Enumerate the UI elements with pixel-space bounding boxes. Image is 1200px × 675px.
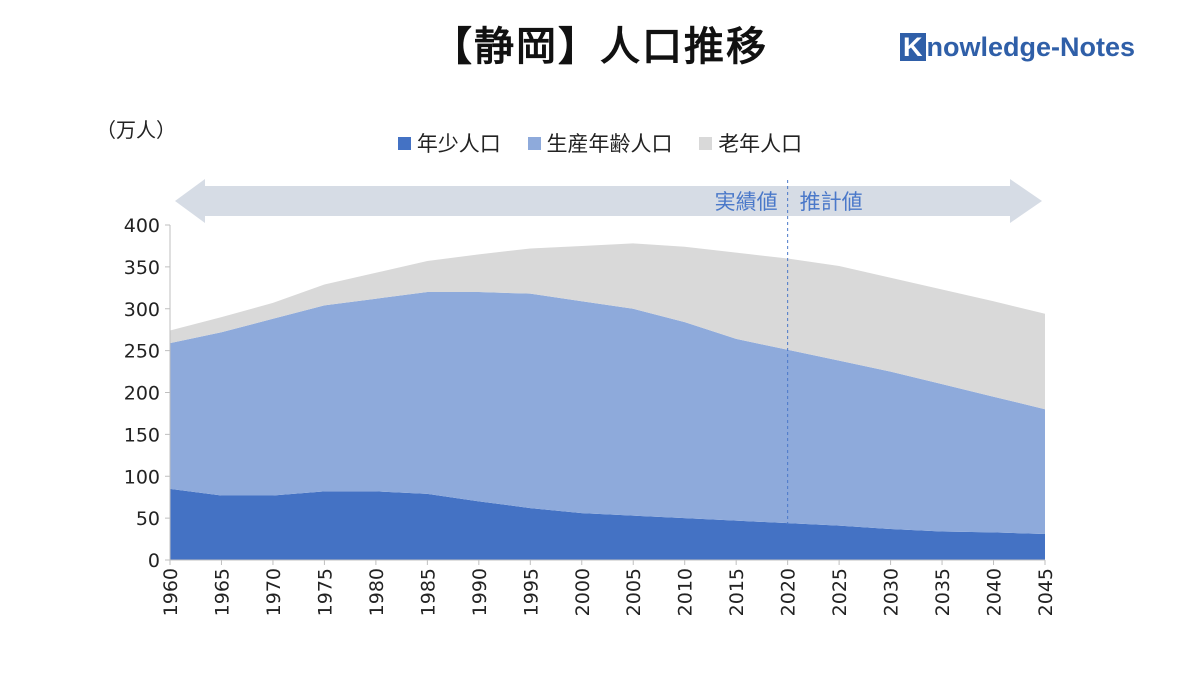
legend-label-elderly: 老年人口: [718, 132, 803, 156]
y-tick-label-250: 250: [124, 341, 160, 363]
chart-legend: 年少人口 生産年齢人口 老年人口: [0, 128, 1200, 158]
x-tick-label-2035: 2035: [932, 568, 954, 616]
y-tick-label-200: 200: [124, 383, 160, 405]
x-tick-label-1970: 1970: [263, 568, 285, 616]
x-tick-label-1975: 1975: [314, 568, 336, 616]
range-arrow-band: [175, 179, 1042, 223]
x-tick-label-1980: 1980: [366, 568, 388, 616]
chart-title: 【静岡】人口推移: [432, 24, 768, 70]
x-tick-label-1965: 1965: [211, 568, 233, 616]
y-tick-label-100: 100: [124, 466, 160, 488]
chart-areas: [170, 243, 1045, 560]
brand-logo-text: nowledge-Notes: [926, 32, 1136, 62]
area-elderly: [170, 243, 1045, 410]
chart-axes: 0 50 100 150 200 250 300 350 400 1960 1965 1970 1975…: [124, 215, 1057, 616]
legend-item-youth: 年少人口: [397, 128, 501, 158]
legend-swatch-elderly: [699, 137, 713, 150]
y-tick-label-350: 350: [124, 257, 160, 279]
legend-item-elderly: 老年人口: [699, 128, 802, 158]
range-arrow: [175, 179, 1042, 223]
x-tick-label-2010: 2010: [675, 568, 697, 616]
y-tick-label-300: 300: [124, 299, 160, 321]
legend-swatch-working-age: [527, 137, 541, 150]
x-tick-label-2040: 2040: [984, 568, 1006, 616]
x-tick-label-2030: 2030: [881, 568, 903, 616]
area-working-age: [170, 292, 1045, 535]
y-tick-label-150: 150: [124, 424, 160, 446]
x-tick-label-2015: 2015: [726, 568, 748, 616]
y-tick-label-400: 400: [124, 215, 160, 237]
x-tick-label-2000: 2000: [572, 568, 594, 616]
y-tick-label-0: 0: [148, 550, 160, 572]
divider-group: 実績値 推計値: [715, 180, 863, 525]
area-youth: [170, 488, 1045, 560]
y-tick-label-50: 50: [136, 508, 160, 530]
x-tick-label-1990: 1990: [469, 568, 491, 616]
x-tick-label-1985: 1985: [417, 568, 439, 616]
x-tick-label-1960: 1960: [160, 568, 182, 616]
y-axis-unit-label: （万人）: [96, 118, 176, 142]
range-label-projection: 推計値: [800, 190, 863, 214]
brand-logo-initial: K: [900, 33, 926, 61]
legend-item-working-age: 生産年齢人口: [527, 128, 673, 158]
x-tick-label-2025: 2025: [829, 568, 851, 616]
legend-swatch-youth: [397, 137, 411, 150]
range-label-actual: 実績値: [715, 190, 778, 214]
x-tick-label-2045: 2045: [1035, 568, 1057, 616]
x-tick-label-2005: 2005: [623, 568, 645, 616]
x-tick-label-2020: 2020: [778, 568, 800, 616]
x-tick-label-1995: 1995: [520, 568, 542, 616]
legend-label-working-age: 生産年齢人口: [546, 132, 673, 156]
legend-label-youth: 年少人口: [416, 132, 501, 156]
